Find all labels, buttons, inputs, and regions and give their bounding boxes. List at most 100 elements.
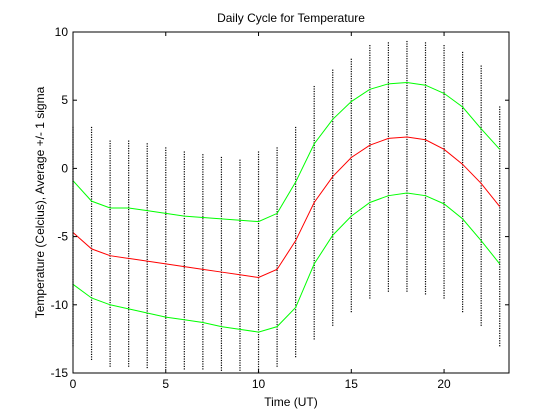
scatter-point [146, 344, 148, 347]
scatter-point [480, 82, 482, 84]
scatter-point [90, 262, 93, 264]
scatter-point [90, 358, 93, 360]
scatter-point [424, 153, 427, 155]
scatter-point [462, 252, 464, 254]
scatter-point [424, 251, 427, 253]
scatter-point [128, 172, 130, 174]
scatter-point [202, 267, 204, 269]
scatter-point [406, 212, 408, 214]
scatter-point [220, 315, 223, 318]
scatter-point [387, 280, 389, 282]
scatter-point [443, 294, 445, 297]
scatter-point [480, 322, 482, 324]
scatter-point [239, 296, 241, 298]
scatter-point [183, 168, 185, 170]
scatter-point [387, 209, 389, 211]
scatter-point [499, 187, 501, 189]
scatter-point [499, 345, 501, 347]
scatter-point [183, 222, 185, 225]
scatter-point [480, 195, 482, 197]
scatter-point [202, 277, 204, 279]
scatter-point [146, 244, 148, 246]
scatter-point [332, 123, 334, 125]
scatter-point [295, 146, 297, 148]
scatter-point [387, 71, 389, 74]
scatter-point [424, 91, 427, 93]
scatter-point [332, 246, 334, 248]
scatter-point [406, 244, 408, 246]
scatter-point [128, 238, 130, 240]
scatter-point [369, 128, 371, 130]
scatter-point [165, 297, 167, 300]
scatter-point [332, 233, 334, 236]
scatter-point [295, 129, 297, 131]
scatter-point [202, 193, 204, 195]
scatter-point [462, 237, 464, 239]
scatter-point [183, 188, 185, 190]
scatter-point [387, 202, 389, 204]
scatter-point [165, 196, 167, 198]
scatter-point [276, 245, 278, 247]
scatter-point [165, 258, 167, 260]
scatter-point [332, 238, 334, 241]
scatter-point [499, 342, 501, 344]
scatter-point [220, 220, 223, 222]
scatter-point [202, 282, 204, 284]
scatter-point [146, 214, 148, 216]
scatter-point [480, 248, 482, 251]
scatter-point [220, 345, 223, 347]
scatter-point [183, 151, 185, 153]
scatter-point [462, 120, 464, 122]
scatter-point [165, 246, 167, 248]
scatter-point [165, 270, 167, 272]
scatter-point [499, 212, 501, 214]
scatter-point [350, 124, 352, 127]
scatter-point [332, 219, 334, 221]
scatter-point [202, 171, 204, 173]
scatter-point [128, 250, 130, 252]
scatter-point [369, 287, 371, 289]
scatter-point [202, 220, 204, 222]
scatter-point [146, 354, 148, 356]
scatter-point [90, 294, 93, 296]
scatter-point [350, 159, 352, 161]
scatter-point [462, 108, 464, 110]
scatter-point [276, 247, 278, 250]
scatter-point [90, 168, 93, 171]
scatter-point [313, 289, 315, 291]
scatter-point [369, 133, 371, 135]
scatter-point [350, 269, 352, 271]
scatter-point [239, 242, 241, 244]
scatter-point [90, 144, 93, 146]
scatter-point [350, 286, 352, 288]
scatter-point [313, 267, 315, 269]
scatter-point [462, 181, 464, 183]
scatter-point [387, 241, 389, 243]
scatter-point [443, 241, 445, 243]
scatter-point [424, 106, 427, 108]
scatter-point [220, 340, 223, 342]
scatter-point [239, 289, 241, 291]
scatter-point [499, 293, 501, 295]
scatter-point [462, 103, 464, 105]
scatter-point [202, 215, 204, 217]
scatter-point [90, 195, 93, 198]
scatter-point [295, 287, 297, 289]
scatter-point [480, 241, 482, 243]
scatter-point [257, 269, 260, 272]
scatter-point [462, 242, 464, 244]
scatter-point [443, 272, 445, 275]
scatter-point [239, 254, 241, 257]
scatter-point [499, 244, 501, 246]
scatter-point [443, 250, 445, 253]
scatter-point [462, 269, 464, 271]
scatter-point [276, 299, 278, 301]
scatter-point [276, 218, 278, 220]
scatter-point [239, 303, 241, 305]
scatter-point [220, 225, 223, 227]
scatter-point [424, 155, 427, 157]
scatter-point [462, 154, 464, 156]
scatter-point [295, 230, 297, 232]
scatter-point [462, 161, 464, 164]
scatter-point [90, 245, 93, 247]
